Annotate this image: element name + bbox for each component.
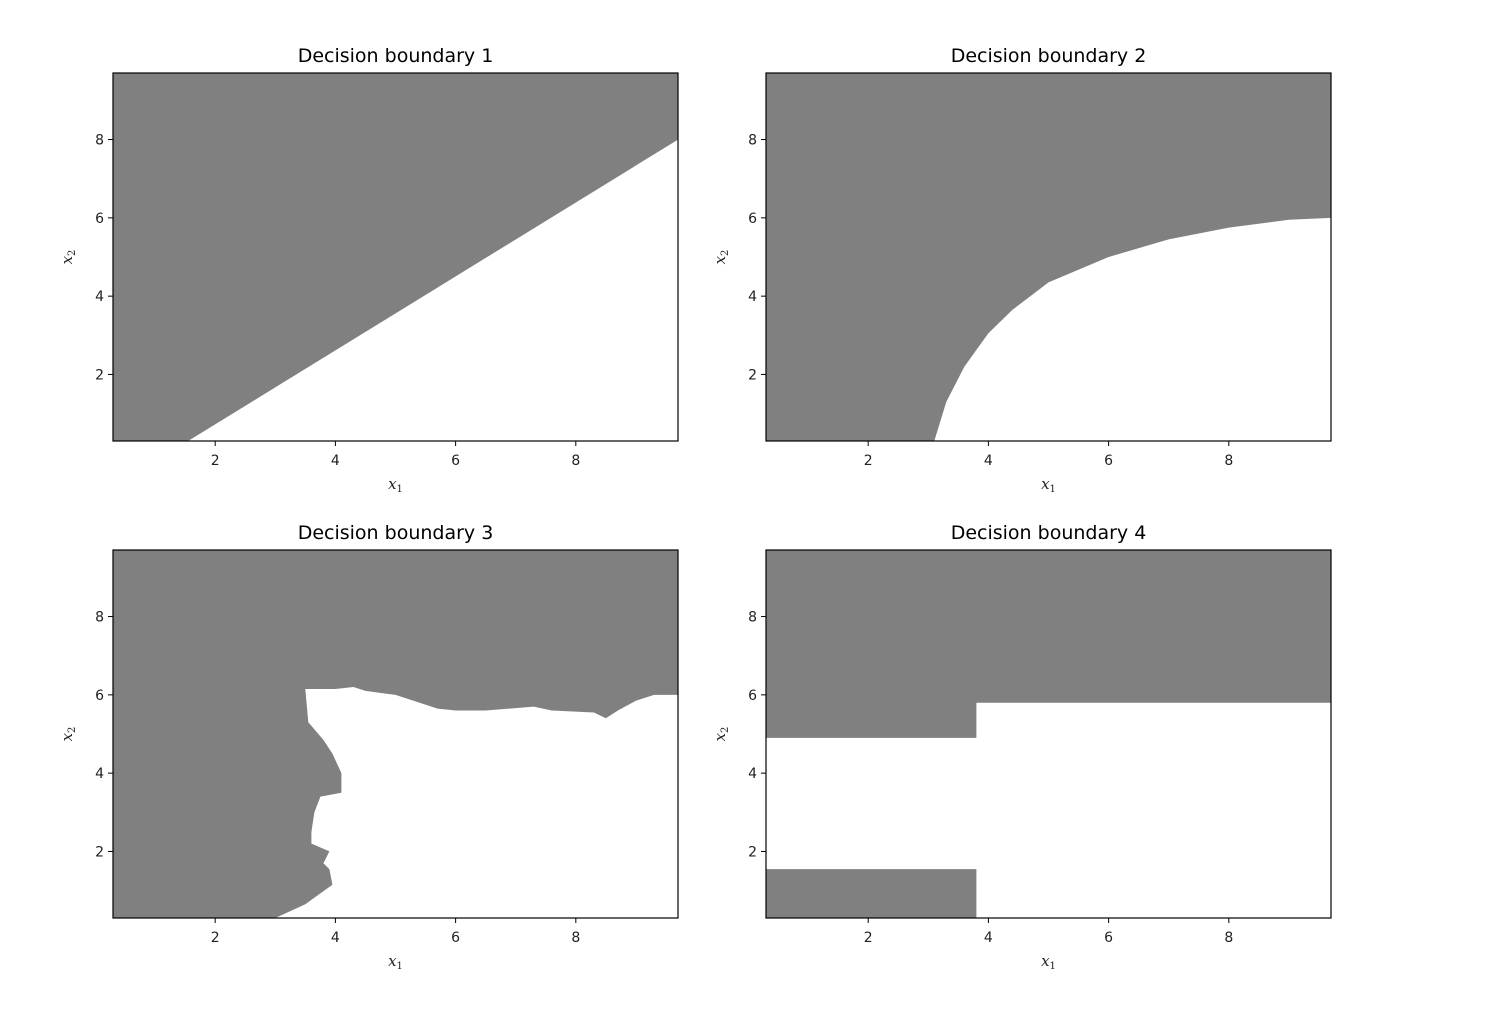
x-tick-label: 4	[984, 930, 993, 946]
subplot-1: Decision boundary 1 2 4 6 8 2 4 6 8 x1 x2	[58, 45, 679, 495]
axes-frame	[765, 549, 1332, 919]
x-axis-label: x1	[388, 475, 403, 495]
class-b-region	[275, 687, 678, 918]
axes-frame	[112, 549, 679, 919]
y-tick-label: 2	[748, 367, 757, 383]
y-axis-label: x2	[711, 250, 731, 265]
x-tick-label: 2	[864, 930, 873, 946]
x-tick-label: 4	[331, 453, 340, 469]
subplot-title: Decision boundary 2	[951, 45, 1147, 67]
y-tick-label: 4	[748, 289, 757, 305]
subplot-4: Decision boundary 4 2 4 6 8 2 4 6 8 x1 x2	[711, 522, 1332, 972]
x-tick-label: 8	[1224, 453, 1233, 469]
x-tick-label: 4	[331, 930, 340, 946]
x-axis-label: x1	[1041, 952, 1056, 972]
y-tick-label: 4	[748, 766, 757, 782]
x-tick-label: 6	[451, 453, 460, 469]
x-tick-label: 2	[211, 453, 220, 469]
class-b-region	[188, 139, 678, 441]
class-b-region	[934, 217, 1331, 441]
y-tick-label: 8	[748, 610, 757, 626]
x-tick-label: 8	[571, 930, 580, 946]
y-tick-label: 8	[748, 133, 757, 149]
y-tick-label: 6	[748, 688, 757, 704]
y-tick-label: 6	[95, 211, 104, 227]
class-b-region	[766, 702, 1331, 918]
x-tick-label: 8	[1224, 930, 1233, 946]
x-axis-label: x1	[1041, 475, 1056, 495]
y-tick-label: 2	[95, 367, 104, 383]
subplot-2: Decision boundary 2 2 4 6 8 2 4 6 8 x1 x2	[711, 45, 1332, 495]
x-tick-label: 6	[1104, 453, 1113, 469]
subplot-title: Decision boundary 3	[298, 522, 494, 544]
subplot-3: Decision boundary 3 2 4 6 8 2 4 6 8 x1 x2	[58, 522, 679, 972]
y-tick-label: 6	[748, 211, 757, 227]
y-tick-label: 4	[95, 766, 104, 782]
y-tick-label: 2	[748, 844, 757, 860]
y-tick-label: 2	[95, 844, 104, 860]
axes-frame	[112, 72, 679, 442]
x-tick-label: 8	[571, 453, 580, 469]
y-axis-label: x2	[711, 727, 731, 742]
x-axis-label: x1	[388, 952, 403, 972]
x-tick-label: 6	[451, 930, 460, 946]
subplot-title: Decision boundary 4	[951, 522, 1147, 544]
y-tick-label: 6	[95, 688, 104, 704]
subplot-title: Decision boundary 1	[298, 45, 494, 67]
axes-frame	[765, 72, 1332, 442]
y-axis-label: x2	[58, 727, 78, 742]
x-tick-label: 2	[211, 930, 220, 946]
x-tick-label: 6	[1104, 930, 1113, 946]
y-tick-label: 8	[95, 133, 104, 149]
y-tick-label: 4	[95, 289, 104, 305]
x-tick-label: 4	[984, 453, 993, 469]
y-tick-label: 8	[95, 610, 104, 626]
x-tick-label: 2	[864, 453, 873, 469]
y-axis-label: x2	[58, 250, 78, 265]
